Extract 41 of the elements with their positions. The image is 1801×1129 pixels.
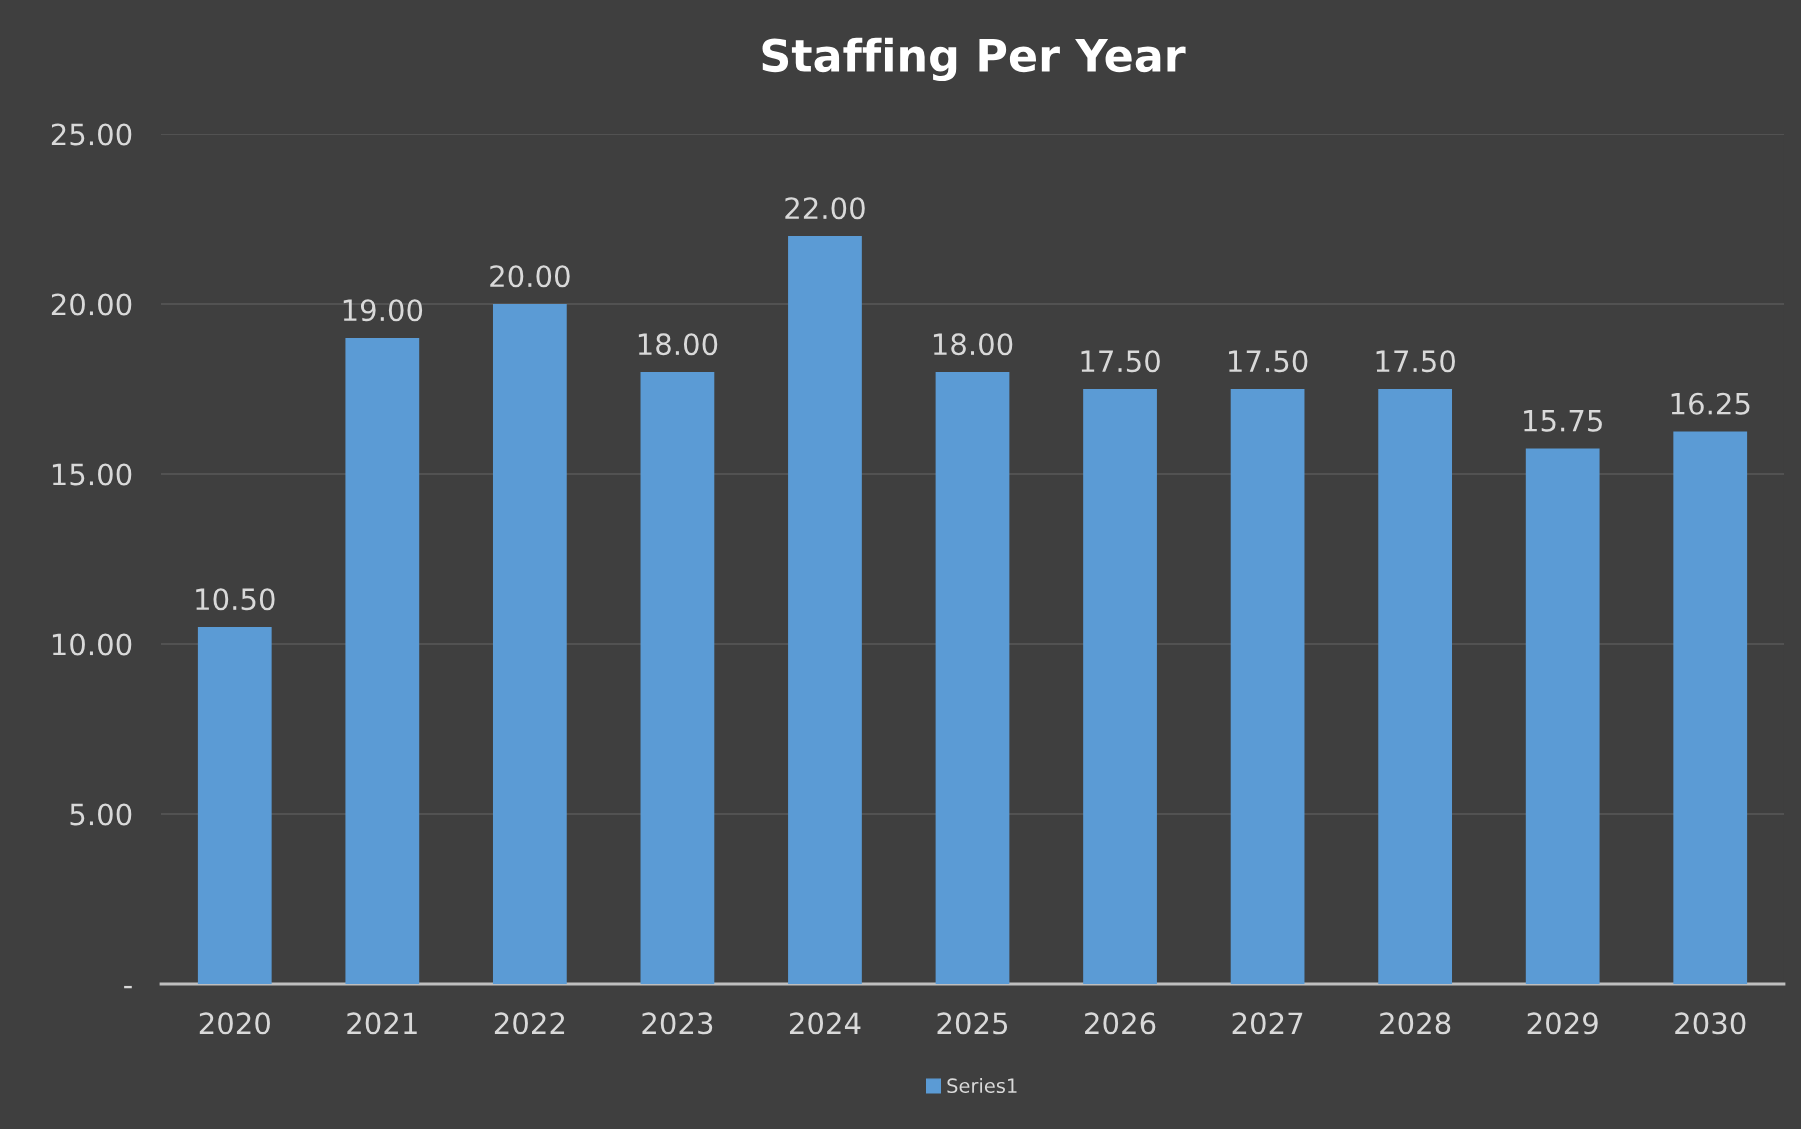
data-label: 17.50 <box>1081 350 1160 373</box>
bar <box>1673 431 1748 984</box>
data-label: 18.00 <box>638 333 718 356</box>
x-tick-label: 2027 <box>1232 1012 1303 1035</box>
x-tick-label: 2023 <box>642 1012 713 1035</box>
legend-label: Series1 <box>947 1078 1017 1094</box>
x-tick-label: 2022 <box>494 1012 565 1035</box>
data-label: 16.25 <box>1671 392 1750 415</box>
x-tick-label: 2025 <box>937 1012 1008 1035</box>
data-label: 15.75 <box>1524 410 1602 432</box>
y-tick-label: 5.00 <box>70 803 132 826</box>
x-tick-label: 2026 <box>1085 1012 1156 1035</box>
x-tick-label: 2024 <box>789 1012 861 1035</box>
data-label: 19.00 <box>343 299 423 322</box>
bar <box>1525 448 1600 984</box>
x-tick-label: 2028 <box>1380 1012 1451 1035</box>
x-tick-label: 2020 <box>199 1012 270 1035</box>
data-label: 10.50 <box>196 588 275 611</box>
bar <box>640 372 715 984</box>
bar <box>788 236 862 984</box>
data-label: 18.00 <box>933 333 1013 356</box>
x-tick-label: 2030 <box>1675 1012 1746 1035</box>
y-tick-label: 10.00 <box>52 633 132 656</box>
x-tick-label: 2021 <box>347 1012 417 1035</box>
data-label: 17.50 <box>1229 350 1308 373</box>
bar <box>345 338 420 984</box>
data-label: 17.50 <box>1376 350 1455 373</box>
y-tick-label: 20.00 <box>51 293 132 316</box>
bar <box>1083 389 1157 984</box>
bar <box>197 627 272 984</box>
bar <box>1230 389 1305 984</box>
bar <box>935 372 1010 984</box>
chart-title: Staffing Per Year <box>762 37 1186 82</box>
y-tick-label: 25.00 <box>51 123 132 146</box>
bar <box>492 304 567 984</box>
y-tick-label: - <box>124 985 132 989</box>
data-label: 20.00 <box>490 265 570 288</box>
x-tick-label: 2029 <box>1527 1012 1598 1035</box>
data-label: 22.00 <box>785 197 865 220</box>
y-tick-label: 15.00 <box>52 463 132 486</box>
bar <box>1378 389 1453 984</box>
